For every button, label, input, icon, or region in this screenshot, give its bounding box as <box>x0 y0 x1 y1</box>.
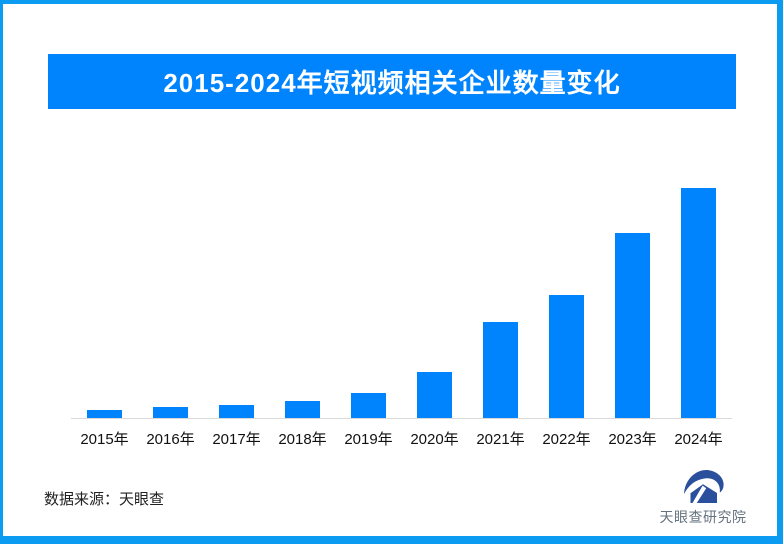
x-axis-label-2022年: 2022年 <box>542 431 591 448</box>
x-axis-label-2018年: 2018年 <box>278 431 327 448</box>
x-axis-label-2020年: 2020年 <box>410 431 459 448</box>
bar-2022年 <box>549 295 584 418</box>
x-axis-label-2021年: 2021年 <box>476 431 525 448</box>
bar-2019年 <box>351 393 386 418</box>
x-axis-labels: 2015年 2016年 2017年 2018年 2019年 2020年 2021年 2022年… <box>71 428 732 449</box>
x-axis-label-2017年: 2017年 <box>212 431 261 448</box>
bar-2020年 <box>417 372 452 418</box>
x-axis-label-2023年: 2023年 <box>608 431 657 448</box>
x-axis-line <box>71 418 732 419</box>
x-axis-label-2015年: 2015年 <box>80 431 129 448</box>
x-axis-label-2024年: 2024年 <box>674 431 723 448</box>
x-axis-label-2016年: 2016年 <box>146 431 195 448</box>
chart-title: 2015-2024年短视频相关企业数量变化 <box>163 68 621 98</box>
tianyancha-logo: 天眼查研究院 <box>651 466 755 527</box>
bar-2024年 <box>681 188 716 418</box>
tianyancha-logo-icon <box>684 469 724 503</box>
bar-chart <box>71 188 732 418</box>
bar-2015年 <box>87 410 122 418</box>
bar-2018年 <box>285 401 320 418</box>
bar-2016年 <box>153 407 188 418</box>
bar-2021年 <box>483 322 518 418</box>
data-source-note: 数据来源：天眼查 <box>44 491 165 508</box>
x-axis-label-2019年: 2019年 <box>344 431 393 448</box>
bar-2023年 <box>615 233 650 418</box>
tianyancha-logo-label: 天眼查研究院 <box>659 509 747 525</box>
bar-2017年 <box>219 405 254 418</box>
title-banner: 2015-2024年短视频相关企业数量变化 <box>48 54 736 109</box>
